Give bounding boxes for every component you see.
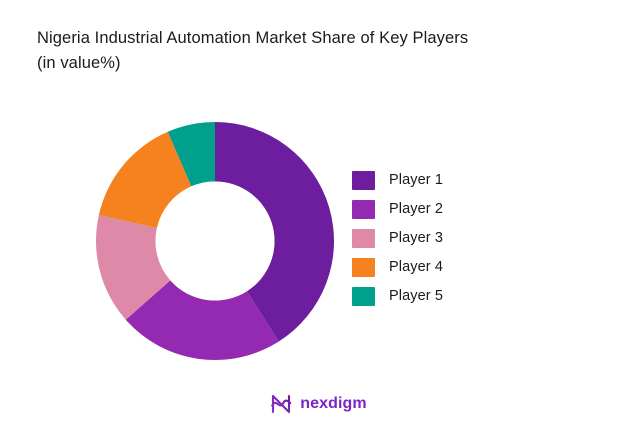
legend-item-player-2[interactable]: Player 2 (352, 195, 532, 224)
donut-chart (96, 122, 335, 360)
donut-hole (155, 181, 275, 301)
donut-slice[interactable] (96, 215, 171, 320)
brand-name: nexdigm (300, 395, 367, 412)
legend-item-label: Player 1 (389, 172, 443, 189)
legend-swatch-icon (352, 200, 375, 219)
chart-legend: Player 1 Player 2 Player 3 Player 4 Play… (352, 166, 532, 311)
brand-footer: nexdigm (0, 394, 637, 414)
nexdigm-logo-icon (271, 394, 292, 414)
legend-item-label: Player 5 (389, 288, 443, 305)
legend-swatch-icon (352, 287, 375, 306)
legend-item-player-1[interactable]: Player 1 (352, 166, 532, 195)
legend-item-label: Player 3 (389, 230, 443, 247)
legend-item-player-5[interactable]: Player 5 (352, 282, 532, 311)
donut-chart-svg (96, 122, 335, 360)
donut-slice[interactable] (215, 122, 335, 342)
legend-swatch-icon (352, 258, 375, 277)
donut-slice-group (96, 122, 335, 360)
legend-swatch-icon (352, 171, 375, 190)
legend-swatch-icon (352, 229, 375, 248)
donut-slice[interactable] (98, 131, 192, 229)
legend-item-player-4[interactable]: Player 4 (352, 253, 532, 282)
legend-item-player-3[interactable]: Player 3 (352, 224, 532, 253)
legend-item-label: Player 2 (389, 201, 443, 218)
donut-slice[interactable] (167, 122, 215, 187)
legend-item-label: Player 4 (389, 259, 443, 276)
chart-title: Nigeria Industrial Automation Market Sha… (37, 29, 469, 72)
donut-slice[interactable] (125, 280, 279, 360)
